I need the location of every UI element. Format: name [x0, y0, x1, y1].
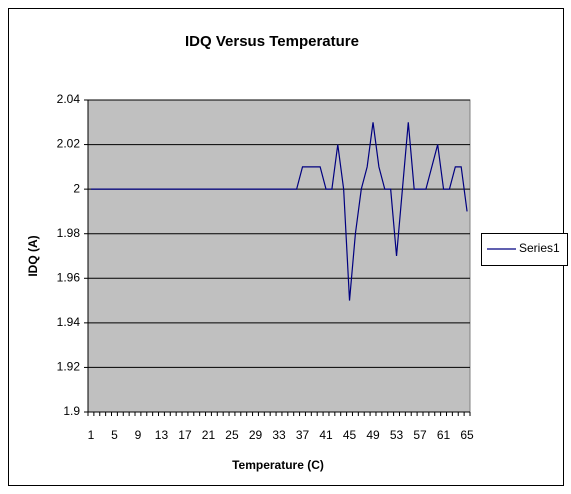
x-tick-label: 53	[390, 428, 404, 442]
legend-label: Series1	[519, 241, 560, 255]
y-tick-label: 1.96	[57, 270, 81, 284]
x-tick-label: 61	[437, 428, 451, 442]
x-tick-label: 25	[225, 428, 239, 442]
series-line	[90, 122, 468, 301]
x-tick-label: 17	[178, 428, 192, 442]
y-tick-label: 1.9	[63, 404, 80, 418]
plot-area	[87, 99, 471, 413]
x-tick-label: 45	[343, 428, 357, 442]
x-tick-label: 49	[366, 428, 380, 442]
x-tick-label: 41	[319, 428, 333, 442]
x-tick-label: 33	[272, 428, 286, 442]
x-tick-label: 9	[135, 428, 142, 442]
y-axis-label: IDQ (A)	[26, 235, 40, 276]
y-tick-label: 2	[73, 181, 80, 195]
x-tick-label: 5	[111, 428, 118, 442]
y-tick-label: 2.02	[57, 137, 81, 151]
x-axis-label: Temperature (C)	[232, 458, 324, 472]
x-tick-label: 13	[155, 428, 169, 442]
y-tick-label: 1.94	[57, 315, 81, 329]
x-tick-label: 57	[413, 428, 427, 442]
x-tick-label: 1	[88, 428, 95, 442]
x-tick-label: 21	[202, 428, 216, 442]
chart-title: IDQ Versus Temperature	[185, 33, 359, 50]
y-tick-label: 1.92	[57, 360, 81, 374]
y-tick-label: 1.98	[57, 226, 81, 240]
x-tick-label: 29	[249, 428, 263, 442]
y-tick-label: 2.04	[57, 92, 81, 106]
x-tick-label: 65	[460, 428, 474, 442]
x-tick-label: 37	[296, 428, 310, 442]
